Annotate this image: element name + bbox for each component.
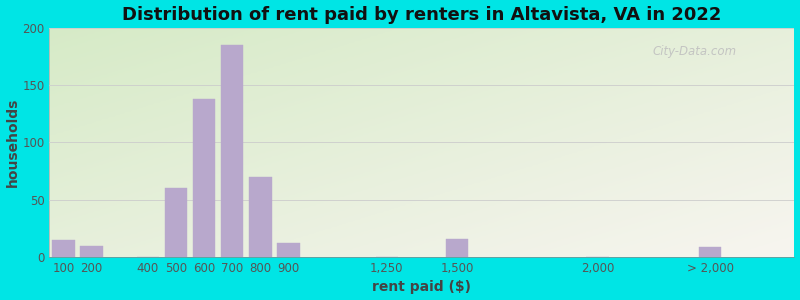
Bar [221,45,243,257]
X-axis label: rent paid ($): rent paid ($) [373,280,471,294]
Y-axis label: households: households [6,98,19,187]
Title: Distribution of rent paid by renters in Altavista, VA in 2022: Distribution of rent paid by renters in … [122,6,722,24]
Bar [277,243,300,257]
Bar [249,177,271,257]
Bar [165,188,187,257]
Text: City-Data.com: City-Data.com [653,45,737,58]
Bar [446,239,468,257]
Bar [699,247,722,257]
Bar [193,99,215,257]
Bar [52,240,74,257]
Bar [80,246,103,257]
